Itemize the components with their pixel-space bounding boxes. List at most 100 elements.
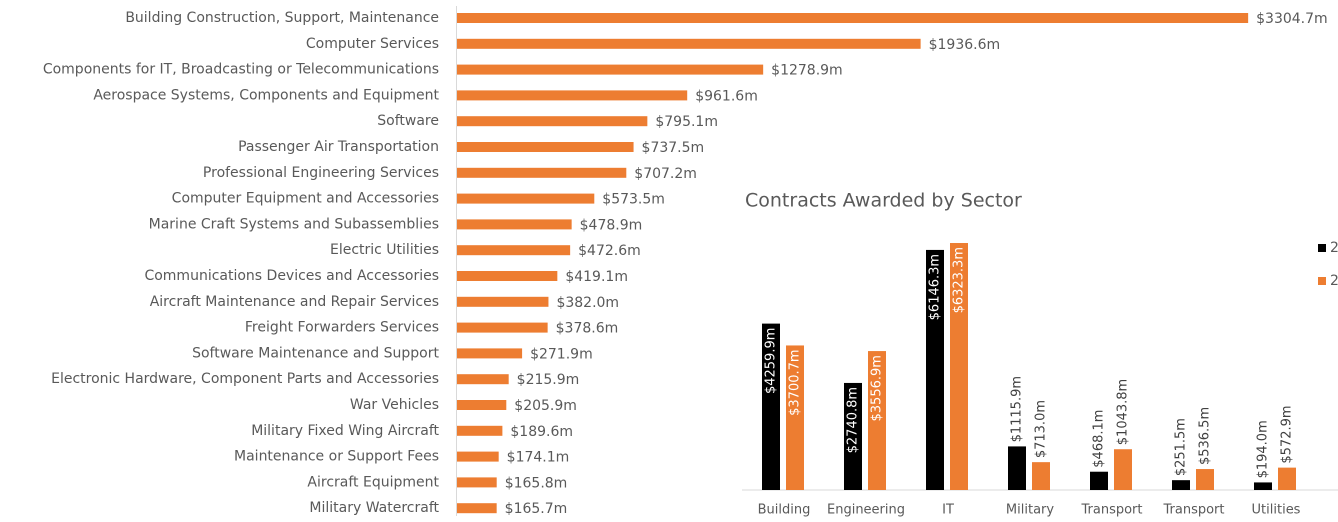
data-label: $478.9m [580, 217, 643, 233]
data-label: $189.6m [510, 424, 573, 440]
chart-title: Contracts Awarded by Sector [745, 190, 1022, 212]
bar [1008, 446, 1026, 490]
bar [457, 322, 548, 333]
bar [457, 374, 509, 385]
y-tick-label: Electric Utilities [330, 242, 439, 258]
bar [762, 323, 780, 490]
data-label: $572.9m [1280, 405, 1295, 463]
bar [457, 425, 503, 436]
data-label: $713.0m [1034, 400, 1049, 458]
y-tick-label: War Vehicles [350, 397, 439, 413]
bar [457, 451, 499, 462]
data-label: $468.1m [1092, 410, 1107, 468]
y-tick-label: Computer Equipment and Accessories [172, 191, 439, 207]
data-label: $174.1m [507, 450, 570, 466]
data-label: $1043.8m [1116, 379, 1131, 445]
data-label: $194.0m [1256, 420, 1271, 478]
bar [1278, 467, 1296, 490]
data-label: $6323.3m [952, 247, 967, 313]
data-label: $3556.9m [870, 355, 885, 421]
bar [1114, 449, 1132, 490]
bar [457, 400, 507, 410]
data-label: $378.6m [556, 321, 619, 337]
data-label: $1278.9m [771, 63, 843, 79]
bar [457, 64, 764, 75]
x-tick-label: Utilities [1252, 503, 1301, 518]
bar [786, 345, 804, 490]
y-tick-label: Components for IT, Broadcasting or Telec… [43, 62, 439, 78]
data-label: $795.1m [655, 114, 718, 130]
bar [457, 245, 571, 256]
bar [926, 249, 944, 490]
bar [457, 296, 549, 307]
bar [457, 348, 523, 359]
data-label: $3700.7m [788, 349, 803, 415]
y-tick-label: Software [377, 113, 439, 129]
data-label: $2740.8m [846, 387, 861, 453]
bar [1090, 471, 1108, 490]
y-tick-label: Maintenance or Support Fees [234, 449, 439, 465]
y-tick-label: Aircraft Maintenance and Repair Services [150, 294, 439, 310]
data-label: $1936.6m [929, 37, 1001, 53]
data-label: $271.9m [530, 346, 593, 362]
y-tick-label: Electronic Hardware, Component Parts and… [51, 371, 439, 387]
bar [844, 382, 862, 490]
bar [950, 243, 968, 490]
legend-swatch [1318, 244, 1326, 252]
y-tick-label: Communications Devices and Accessories [144, 268, 439, 284]
bar [1032, 462, 1050, 490]
y-tick-label: Freight Forwarders Services [245, 320, 439, 336]
y-tick-label: Software Maintenance and Support [192, 345, 439, 361]
y-tick-label: Marine Craft Systems and Subassemblies [149, 216, 439, 232]
y-tick-label: Computer Services [306, 36, 439, 52]
bar [1172, 480, 1190, 490]
y-tick-label: Building Construction, Support, Maintena… [125, 10, 439, 26]
x-tick-label: Building [758, 503, 811, 518]
bar [457, 477, 497, 488]
data-label: $165.7m [505, 501, 568, 517]
x-tick-label: Military [1006, 503, 1054, 518]
data-label: $165.8m [505, 475, 568, 491]
data-label: $1115.9m [1010, 376, 1025, 442]
data-label: $215.9m [517, 372, 580, 388]
bar [457, 13, 1249, 23]
x-tick-label: Transport [1080, 503, 1142, 518]
bar [457, 503, 497, 514]
bar [457, 193, 595, 204]
bar [457, 38, 921, 49]
legend-swatch [1318, 277, 1326, 285]
y-tick-label: Professional Engineering Services [203, 165, 439, 181]
bar [457, 142, 634, 152]
bar [1196, 469, 1214, 490]
legend-label: 2 [1330, 240, 1338, 256]
data-label: $536.5m [1198, 407, 1213, 465]
bar [1254, 482, 1272, 490]
data-label: $6146.3m [928, 254, 943, 320]
bar [457, 271, 558, 281]
data-label: $707.2m [634, 166, 697, 182]
data-label: $573.5m [602, 192, 665, 208]
bar [457, 90, 688, 101]
data-label: $251.5m [1174, 418, 1189, 476]
y-tick-label: Military Watercraft [309, 500, 439, 516]
bar [457, 116, 648, 127]
bar [457, 219, 572, 230]
data-label: $472.6m [578, 243, 641, 259]
data-label: $3304.7m [1256, 11, 1328, 27]
y-tick-label: Aircraft Equipment [307, 474, 439, 490]
data-label: $419.1m [565, 269, 628, 285]
data-label: $961.6m [695, 88, 758, 104]
x-tick-label: Engineering [827, 503, 905, 518]
data-label: $4259.9m [764, 328, 779, 394]
y-tick-label: Military Fixed Wing Aircraft [251, 423, 439, 439]
y-tick-label: Passenger Air Transportation [238, 139, 439, 155]
bar [457, 167, 627, 178]
data-label: $205.9m [514, 398, 577, 414]
x-tick-label: Transport [1162, 503, 1224, 518]
x-tick-label: IT [942, 503, 954, 518]
data-label: $737.5m [642, 140, 705, 156]
data-label: $382.0m [556, 295, 619, 311]
legend-label: 2 [1330, 273, 1338, 289]
y-tick-label: Aerospace Systems, Components and Equipm… [93, 87, 439, 103]
